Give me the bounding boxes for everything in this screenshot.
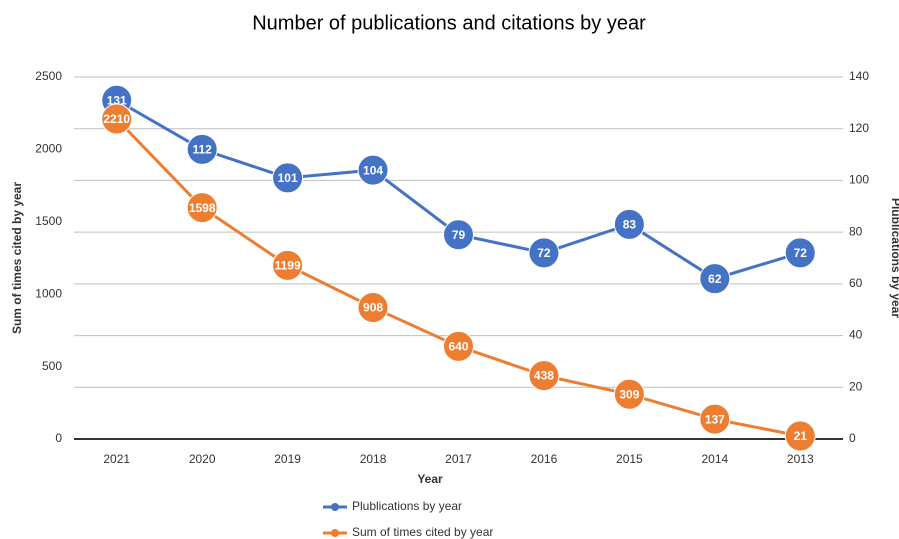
y2-tick-label: 80 (849, 224, 863, 238)
data-label: 112 (192, 143, 212, 157)
marker (528, 237, 560, 269)
x-axis-label: Year (417, 472, 443, 486)
x-tick-label: 2015 (616, 452, 643, 466)
y-tick-label: 0 (55, 431, 62, 445)
marker (357, 292, 389, 324)
y2-tick-label: 60 (849, 276, 863, 290)
marker (784, 237, 816, 269)
data-label: 62 (708, 272, 722, 286)
y2-tick-label: 0 (849, 431, 856, 445)
y-tick-label: 1000 (35, 286, 62, 300)
x-tick-label: 2013 (787, 452, 814, 466)
data-label: 101 (278, 171, 298, 185)
marker (443, 219, 474, 251)
marker (784, 420, 816, 452)
series-line (115, 98, 801, 281)
data-label: 2210 (103, 112, 130, 126)
y2-tick-label: 120 (849, 121, 869, 135)
legend-swatch-marker (331, 503, 339, 511)
x-tick-label: 2021 (103, 452, 130, 466)
y-tick-label: 500 (42, 359, 62, 373)
data-label: 137 (705, 412, 725, 426)
legend-swatch-marker (331, 529, 339, 537)
data-label: 309 (619, 387, 639, 401)
data-label: 908 (363, 301, 383, 315)
data-label: 104 (363, 163, 383, 177)
data-label: 640 (448, 339, 468, 353)
x-tick-label: 2014 (701, 452, 728, 466)
y-tick-label: 2500 (35, 69, 62, 83)
series-line (115, 117, 801, 438)
y-tick-label: 1500 (35, 214, 62, 228)
x-tick-label: 2020 (189, 452, 216, 466)
legend-label: Plublications by year (352, 499, 462, 513)
data-label: 79 (452, 228, 466, 242)
marker (101, 103, 133, 135)
data-label: 83 (623, 218, 637, 232)
y2-tick-label: 100 (849, 173, 869, 187)
legend-label: Sum of times cited by year (352, 525, 493, 539)
data-label: 438 (534, 369, 554, 383)
data-label: 1199 (275, 259, 301, 273)
data-label: 21 (794, 429, 808, 443)
marker (528, 360, 560, 392)
marker (186, 133, 218, 165)
y-axis-label: Sum of times cited by year (10, 182, 24, 334)
data-label: 131 (107, 93, 127, 107)
y2-tick-label: 140 (849, 69, 869, 83)
data-label: 72 (537, 246, 551, 260)
data-label: 1598 (189, 201, 216, 215)
marker (699, 403, 731, 435)
data-label: 72 (794, 246, 808, 260)
x-tick-label: 2019 (274, 452, 301, 466)
marker (186, 192, 218, 224)
y2-tick-label: 20 (849, 379, 863, 393)
marker (443, 330, 474, 362)
x-tick-label: 2018 (360, 452, 387, 466)
y2-axis-label: Plublications by year (889, 198, 899, 318)
x-tick-label: 2017 (445, 452, 472, 466)
y-tick-label: 2000 (35, 142, 62, 156)
marker (613, 378, 645, 410)
marker (272, 249, 304, 281)
marker (613, 208, 645, 240)
marker (272, 162, 304, 194)
chart-title: Number of publications and citations by … (252, 12, 646, 34)
y2-tick-label: 40 (849, 328, 863, 342)
marker (699, 263, 731, 295)
marker (357, 154, 389, 186)
x-tick-label: 2016 (531, 452, 558, 466)
